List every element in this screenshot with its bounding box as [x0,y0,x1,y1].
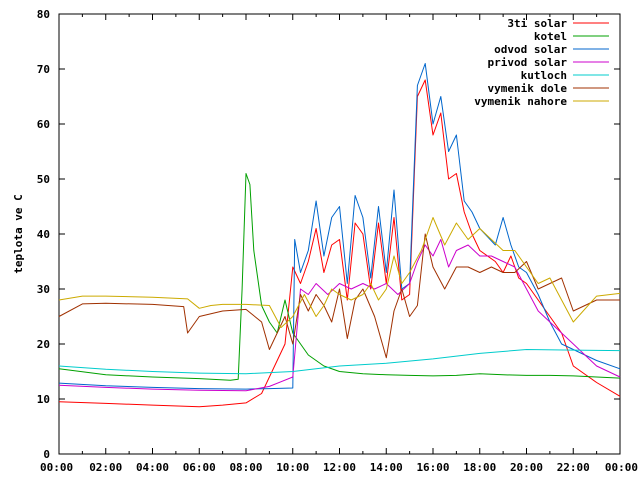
x-tick-label: 04:00 [136,461,169,474]
y-tick-label: 0 [43,448,50,461]
y-tick-label: 10 [37,393,50,406]
x-tick-label: 00:00 [605,461,638,474]
x-tick-label: 18:00 [463,461,496,474]
x-tick-label: 20:00 [510,461,543,474]
y-tick-label: 70 [37,63,50,76]
legend-label: vymenik dole [488,82,568,95]
x-tick-label: 00:00 [40,461,73,474]
series-lines [58,63,621,408]
series-line-3ti-solar [58,79,621,408]
y-tick-label: 20 [37,338,50,351]
legend-label: vymenik nahore [474,95,567,108]
x-tick-label: 22:00 [557,461,590,474]
x-tick-label: 02:00 [89,461,122,474]
x-tick-label: 06:00 [183,461,216,474]
series-line-kutloch [58,349,621,375]
legend-label: 3ti solar [507,17,567,30]
x-tick-label: 12:00 [323,461,356,474]
x-tick-label: 16:00 [416,461,449,474]
legend-label: odvod solar [494,43,567,56]
x-tick-label: 10:00 [276,461,309,474]
series-line-vymenik-nahore [58,217,621,328]
y-tick-label: 50 [37,173,50,186]
series-line-privod-solar [58,239,621,392]
series-line-vymenik-dole [58,233,620,359]
y-axis-label: teplota ve C [12,194,25,273]
y-tick-label: 80 [37,8,50,21]
series-line-odvod-solar [58,63,621,390]
legend-label: privod solar [488,56,568,69]
legend-label: kotel [534,30,567,43]
x-axis-ticks: 00:00 02:00 04:00 06:00 08:00 10:00 12:00 14:00… [40,14,638,474]
x-tick-label: 08:00 [229,461,262,474]
x-tick-label: 14:00 [370,461,403,474]
y-tick-label: 40 [37,228,50,241]
series-line-kotel [58,173,621,381]
y-tick-label: 30 [37,283,50,296]
y-tick-label: 60 [37,118,50,131]
y-axis-ticks: 0 10 20 30 40 50 60 70 80 [37,8,620,461]
legend-label: kutloch [521,69,567,82]
